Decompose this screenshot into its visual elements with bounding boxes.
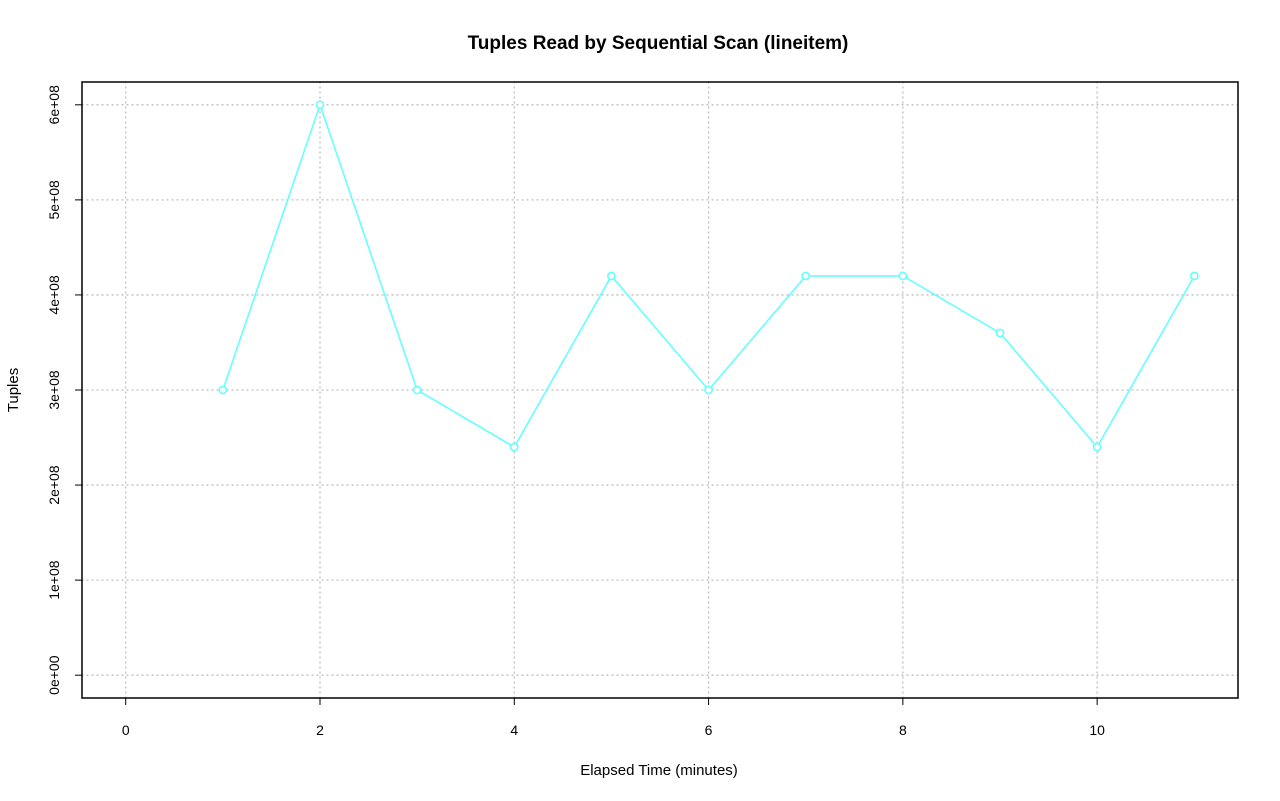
y-tick-label: 3e+08 — [46, 370, 62, 410]
y-axis: 0e+00 1e+08 2e+08 3e+08 4e+08 5e+08 6e+08 — [46, 85, 82, 695]
y-tick-label: 5e+08 — [46, 180, 62, 220]
chart-title: Tuples Read by Sequential Scan (lineitem… — [468, 33, 849, 54]
series-layer — [218, 100, 1199, 452]
x-tick-label: 6 — [705, 722, 713, 738]
x-tick-label: 8 — [899, 722, 907, 738]
data-point — [509, 442, 519, 452]
y-tick-label: 0e+00 — [46, 655, 62, 695]
y-tick-label: 1e+08 — [46, 560, 62, 600]
x-axis: 0 2 4 6 8 10 — [122, 698, 1105, 738]
y-tick-label: 6e+08 — [46, 85, 62, 125]
data-point — [315, 100, 325, 110]
data-point — [704, 385, 713, 395]
grid — [81, 81, 1239, 699]
data-point — [801, 271, 811, 281]
data-point — [898, 271, 908, 281]
y-tick-label: 2e+08 — [46, 465, 62, 505]
data-point — [218, 385, 228, 395]
y-tick-label: 4e+08 — [46, 275, 62, 315]
series-line — [222, 102, 1195, 449]
x-tick-label: 0 — [122, 722, 130, 738]
plot-frame — [81, 81, 1239, 699]
data-point — [995, 328, 1005, 338]
x-tick-label: 2 — [316, 722, 324, 738]
data-point — [1189, 271, 1199, 281]
x-tick-label: 10 — [1089, 722, 1105, 738]
x-tick-label: 4 — [510, 722, 518, 738]
y-axis-label: Tuples — [5, 368, 22, 412]
data-point — [607, 271, 616, 281]
data-point — [412, 385, 422, 395]
x-axis-label: Elapsed Time (minutes) — [580, 762, 738, 779]
data-point — [1092, 442, 1102, 452]
